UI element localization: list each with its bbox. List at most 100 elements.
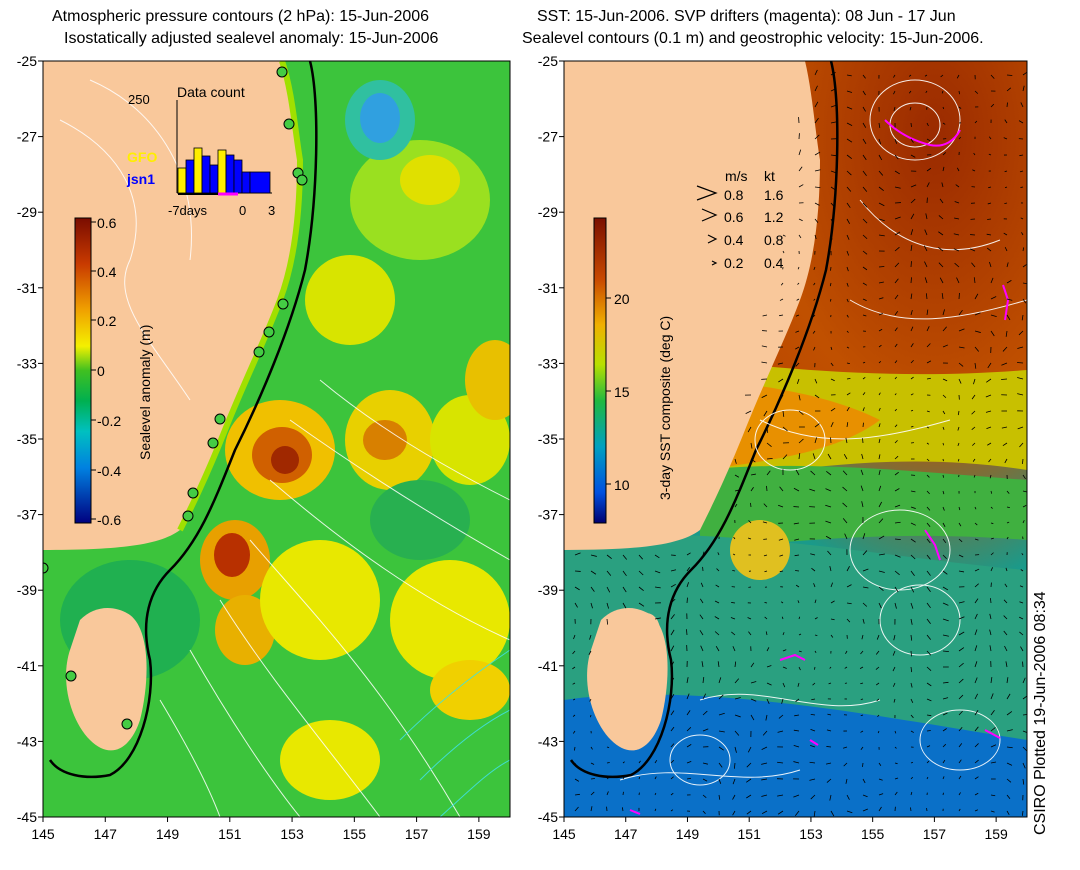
velocity-arrow: [878, 762, 882, 766]
velocity-arrow: [1020, 646, 1024, 652]
velocity-arrow: [779, 314, 784, 317]
velocity-arrow: [846, 566, 850, 572]
velocity-arrow: [878, 806, 882, 812]
velocity-arrow: [894, 343, 898, 348]
velocity-arrow: [954, 262, 960, 268]
velocity-arrow: [938, 231, 944, 236]
velocity-arrow: [942, 712, 948, 716]
velocity-arrow: [654, 792, 657, 796]
velocity-arrow: [846, 392, 851, 396]
velocity-arrow: [893, 90, 896, 95]
velocity-arrow: [734, 730, 740, 736]
sst-tick: 20: [614, 291, 630, 307]
velocity-arrow: [990, 506, 993, 509]
velocity-arrow: [861, 501, 864, 508]
left-title-line2: Isostatically adjusted sealevel anomaly:…: [64, 30, 439, 47]
velocity-arrow: [862, 602, 868, 607]
velocity-arrow: [795, 346, 800, 350]
velocity-arrow: [876, 634, 880, 640]
velocity-arrow: [795, 362, 800, 367]
velocity-arrow: [846, 346, 850, 349]
velocity-arrow: [910, 184, 917, 188]
velocity-arrow: [990, 74, 995, 79]
lon-tick-label: 149: [676, 826, 700, 842]
velocity-arrow: [862, 74, 866, 79]
sla-tick: 0.2: [97, 313, 117, 329]
velocity-arrow: [958, 570, 965, 573]
velocity-arrow: [845, 778, 848, 784]
velocity-arrow: [955, 184, 960, 188]
velocity-arrow: [762, 521, 768, 524]
velocity-arrow: [1005, 567, 1008, 572]
velocity-arrow: [990, 314, 997, 318]
velocity-arrow: [699, 598, 704, 604]
velocity-arrow: [590, 586, 595, 592]
velocity-arrow: [939, 198, 944, 204]
velocity-arrow: [986, 233, 992, 236]
velocity-arrow: [746, 762, 752, 768]
velocity-arrow: [809, 488, 816, 492]
velocity-arrow: [1006, 536, 1009, 540]
velocity-arrow: [798, 184, 804, 188]
velocity-header-ms: m/s: [725, 168, 748, 184]
velocity-arrow: [1022, 490, 1027, 493]
velocity-arrow: [763, 554, 768, 557]
velocity-arrow: [782, 666, 787, 669]
velocity-arrow: [893, 74, 896, 78]
velocity-arrow: [846, 330, 849, 333]
velocity-arrow: [894, 730, 897, 734]
lat-tick-label: -25: [17, 53, 37, 69]
velocity-arrow: [1018, 120, 1024, 124]
velocity-arrow: [970, 248, 976, 252]
velocity-arrow: [926, 343, 931, 348]
velocity-arrow: [1006, 280, 1012, 284]
lon-tick-label: 157: [923, 826, 947, 842]
velocity-arrow: [958, 328, 965, 332]
velocity-arrow: [894, 154, 899, 160]
velocity-arrow: [830, 234, 833, 240]
velocity-arrow: [670, 726, 675, 732]
arrow-icon: [696, 185, 718, 201]
velocity-arrow: [894, 746, 897, 749]
velocity-arrow: [973, 378, 976, 385]
velocity-arrow: [1001, 362, 1008, 366]
velocity-arrow: [574, 586, 580, 591]
velocity-arrow: [878, 281, 884, 284]
velocity-arrow: [926, 714, 932, 717]
velocity-arrow: [987, 202, 992, 205]
velocity-arrow: [892, 682, 896, 687]
velocity-arrow: [938, 215, 944, 220]
velocity-arrow: [814, 617, 818, 620]
velocity-arrow: [878, 407, 881, 412]
velocity-arrow: [795, 330, 800, 333]
velocity-arrow: [780, 282, 784, 286]
velocity-arrow: [750, 681, 757, 684]
velocity-arrow: [974, 568, 980, 572]
velocity-arrow: [761, 361, 768, 364]
velocity-arrow: [942, 776, 945, 780]
velocity-arrow: [878, 535, 885, 540]
velocity-arrow: [926, 490, 930, 495]
velocity-arrow: [974, 809, 979, 812]
velocity-arrow: [1003, 599, 1008, 604]
velocity-arrow: [606, 618, 609, 625]
velocity-arrow: [590, 554, 597, 557]
velocity-arrow: [958, 743, 963, 748]
velocity-arrow: [878, 344, 882, 348]
velocity-arrow: [942, 522, 946, 527]
velocity-arrow: [814, 437, 818, 444]
velocity-arrow: [926, 650, 932, 656]
velocity-arrow: [734, 746, 737, 753]
velocity-arrow: [718, 694, 724, 700]
velocity-arrow: [878, 469, 881, 476]
velocity-arrow: [1006, 87, 1012, 92]
lat-tick-label: -35: [538, 431, 558, 447]
velocity-arrow: [574, 793, 580, 796]
velocity-arrow: [843, 453, 848, 460]
velocity-arrow: [1021, 232, 1024, 236]
velocity-arrow: [990, 810, 995, 813]
lon-tick-label: 153: [799, 826, 823, 842]
velocity-arrow: [894, 231, 901, 236]
velocity-arrow: [926, 618, 931, 625]
velocity-arrow: [810, 794, 816, 800]
